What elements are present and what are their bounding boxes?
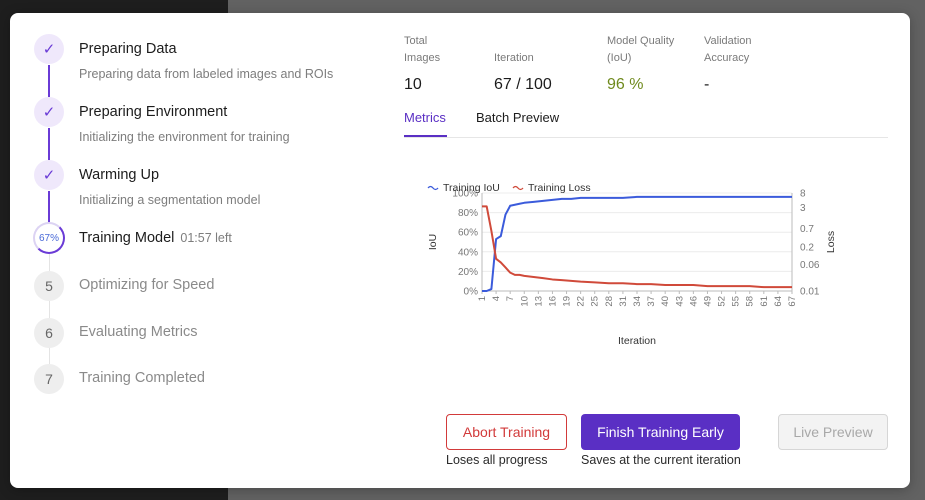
x-tick-label: 55	[731, 296, 742, 307]
y2-tick-label: 3	[800, 203, 806, 214]
step-connector	[49, 301, 50, 319]
x-tick-label: 67	[787, 296, 798, 307]
x-tick-label: 49	[702, 296, 713, 307]
step-subtitle: Preparing data from labeled images and R…	[79, 67, 334, 81]
y2-tick-label: 0.01	[800, 287, 820, 298]
y2-tick-label: 0.06	[800, 260, 820, 271]
legend-label: Training IoU	[443, 182, 500, 194]
time-left: 01:57 left	[180, 231, 232, 245]
step-number: 6	[34, 318, 64, 348]
x-tick-label: 13	[533, 296, 544, 307]
x-axis-title: Iteration	[618, 335, 656, 347]
x-tick-label: 10	[519, 296, 530, 307]
x-tick-label: 46	[688, 296, 699, 307]
training-iou-line	[482, 195, 792, 292]
x-tick-label: 4	[491, 296, 502, 301]
step-title: Training Model	[79, 230, 175, 246]
training-modal: ✓ Preparing Data Preparing data from lab…	[10, 13, 910, 488]
model-quality-value: 96 %	[607, 76, 644, 93]
x-tick-label: 16	[547, 296, 558, 307]
validation-accuracy-label: Validation Accuracy	[704, 35, 752, 64]
y-tick-label: 0%	[464, 287, 479, 298]
live-preview-button[interactable]: Live Preview	[778, 414, 888, 450]
abort-training-button[interactable]: Abort Training	[446, 414, 567, 450]
finish-training-early-button[interactable]: Finish Training Early	[581, 414, 740, 450]
x-tick-label: 22	[576, 296, 587, 307]
progress-ring: 67%	[33, 222, 65, 254]
tab-divider	[404, 137, 888, 138]
step-connector	[48, 128, 50, 160]
step-subtitle: Initializing the environment for trainin…	[79, 130, 290, 144]
x-tick-label: 25	[590, 296, 601, 307]
step-title: Preparing Data	[79, 41, 177, 57]
check-icon: ✓	[34, 97, 64, 127]
y2-axis-title: Loss	[825, 231, 837, 253]
x-tick-label: 37	[646, 296, 657, 307]
step-connector	[49, 254, 50, 272]
y-tick-label: 100%	[452, 189, 478, 200]
y-tick-label: 40%	[458, 247, 478, 258]
tab-active-indicator	[404, 135, 447, 137]
step-title: Optimizing for Speed	[79, 277, 215, 293]
y2-tick-label: 8	[800, 189, 806, 200]
check-icon: ✓	[34, 34, 64, 64]
x-tick-label: 1	[477, 296, 488, 301]
x-tick-label: 61	[759, 296, 770, 307]
step-connector	[48, 191, 50, 223]
legend-swatch	[512, 185, 524, 191]
iteration-value: 67 / 100	[494, 76, 552, 93]
step-title: Evaluating Metrics	[79, 324, 198, 340]
tab-metrics[interactable]: Metrics	[404, 110, 446, 125]
step-title: Preparing Environment	[79, 104, 228, 120]
y2-tick-label: 0.7	[800, 224, 814, 235]
x-tick-label: 64	[773, 296, 784, 307]
x-tick-label: 58	[745, 296, 756, 307]
x-tick-label: 28	[604, 296, 615, 307]
y2-tick-label: 0.2	[800, 243, 814, 254]
y-axis-title: IoU	[427, 234, 439, 250]
x-tick-label: 7	[505, 296, 516, 301]
step-connector	[49, 348, 50, 364]
legend-label: Training Loss	[528, 182, 591, 194]
step-title: Training Completed	[79, 370, 205, 386]
x-tick-label: 40	[660, 296, 671, 307]
abort-caption: Loses all progress	[446, 453, 548, 467]
x-tick-label: 31	[618, 296, 629, 307]
y-tick-label: 20%	[458, 267, 478, 278]
tab-batch-preview[interactable]: Batch Preview	[476, 110, 560, 125]
check-icon: ✓	[34, 160, 64, 190]
step-number: 5	[34, 271, 64, 301]
validation-accuracy-value: -	[704, 76, 710, 93]
step-number: 7	[34, 364, 64, 394]
y-tick-label: 80%	[458, 208, 478, 219]
model-quality-label: Model Quality (IoU)	[607, 35, 675, 64]
x-tick-label: 52	[717, 296, 728, 307]
x-tick-label: 34	[632, 296, 643, 307]
training-loss-line	[482, 205, 792, 289]
step-subtitle: Initializing a segmentation model	[79, 193, 261, 207]
total-images-label: Total Images	[404, 35, 441, 64]
step-title-row: Training Model 01:57 left	[79, 230, 232, 246]
x-tick-label: 43	[674, 296, 685, 307]
x-tick-label: 19	[562, 296, 573, 307]
step-connector	[48, 65, 50, 97]
step-title: Warming Up	[79, 167, 160, 183]
iteration-label: Iteration	[494, 52, 534, 64]
y-tick-label: 60%	[458, 228, 478, 239]
legend-swatch	[427, 185, 439, 191]
finish-caption: Saves at the current iteration	[581, 453, 741, 467]
total-images-value: 10	[404, 76, 422, 93]
